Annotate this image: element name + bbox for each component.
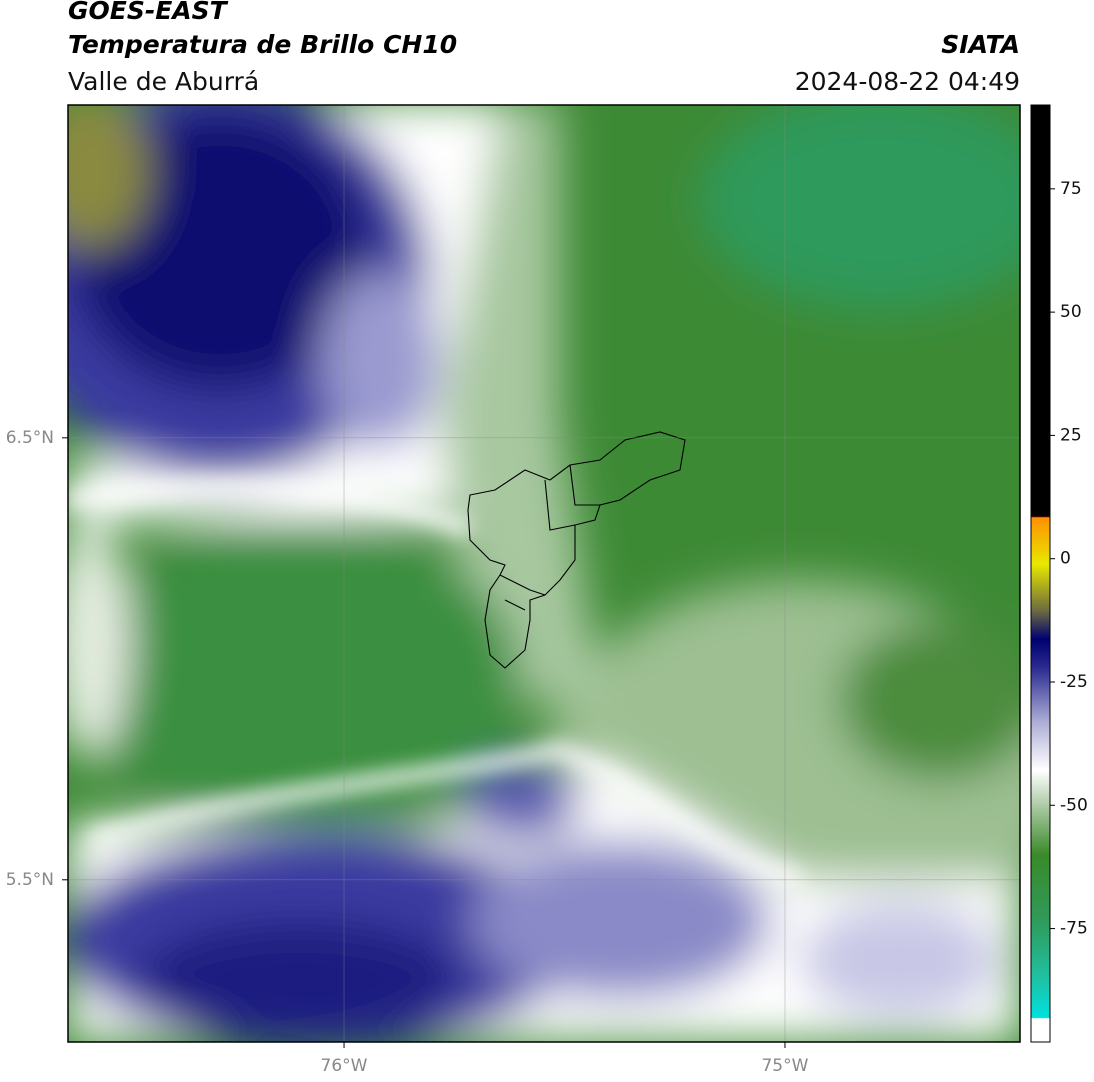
- colorbar-tick-label: 0: [1060, 549, 1071, 569]
- colorbar-tick-label: -75: [1060, 919, 1088, 939]
- colorbar: [1030, 104, 1051, 1043]
- x-tick-label: 75°W: [761, 1056, 808, 1076]
- subtitle: Temperatura de Brillo CH10: [68, 30, 457, 59]
- source: SIATA: [941, 30, 1020, 59]
- colorbar-tick-label: 75: [1060, 179, 1082, 199]
- grid: [68, 105, 1020, 1042]
- valley-boundary: [467, 431, 686, 669]
- map-frame: [67, 104, 1021, 1043]
- y-tick-label: 5.5°N: [6, 870, 54, 890]
- colorbar-tick-label: -25: [1060, 672, 1088, 692]
- colorbar-tick-label: -50: [1060, 795, 1088, 815]
- datetime: 2024-08-22 04:49: [795, 67, 1020, 96]
- region: Valle de Aburrá: [68, 67, 259, 96]
- x-tick-label: 76°W: [321, 1056, 368, 1076]
- title: GOES-EAST: [68, 0, 229, 25]
- colorbar-tick-label: 50: [1060, 302, 1082, 322]
- colorbar-tick-label: 25: [1060, 425, 1082, 445]
- y-tick-label: 6.5°N: [6, 428, 54, 448]
- satellite-image: [68, 105, 1020, 1042]
